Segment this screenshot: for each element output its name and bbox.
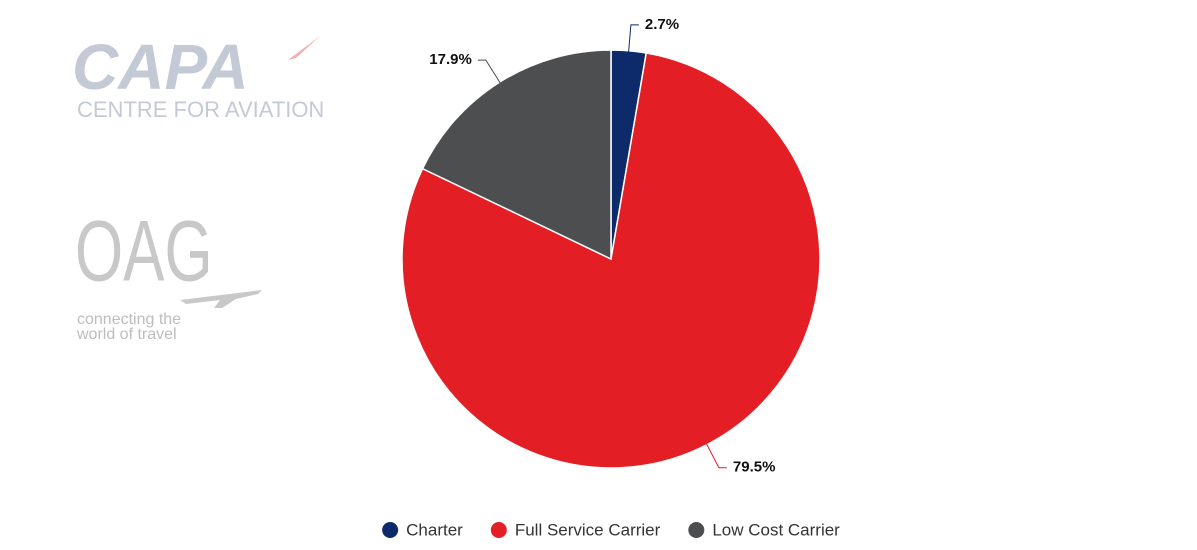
logo-swoosh [288, 36, 320, 60]
legend-marker [382, 522, 399, 538]
leader-line [477, 59, 503, 86]
legend-marker [490, 522, 507, 538]
legend-marker [688, 522, 705, 538]
legend-label: Low Cost Carrier [712, 520, 840, 539]
leader-line [704, 440, 727, 469]
capa-logo: CAPA CENTRE FOR AVIATION [72, 31, 324, 122]
data-label: 79.5% [733, 459, 776, 476]
leader-line [627, 24, 639, 55]
logo-tagline: world of travel [76, 326, 177, 343]
legend-label: Full Service Carrier [515, 520, 661, 539]
logo-name: OAG [75, 203, 213, 299]
logo-plane [180, 290, 262, 308]
logo-name: CAPA [72, 31, 249, 103]
data-label: 2.7% [645, 16, 679, 33]
logo-tagline: connecting the [77, 311, 181, 328]
logo-tagline: CENTRE FOR AVIATION [77, 97, 324, 122]
legend: Charter Full Service Carrier Low Cost Carr… [382, 520, 840, 539]
legend-label: Charter [406, 520, 463, 539]
data-label: 17.9% [429, 51, 472, 68]
oag-logo: OAG connecting the world of travel [75, 203, 262, 343]
